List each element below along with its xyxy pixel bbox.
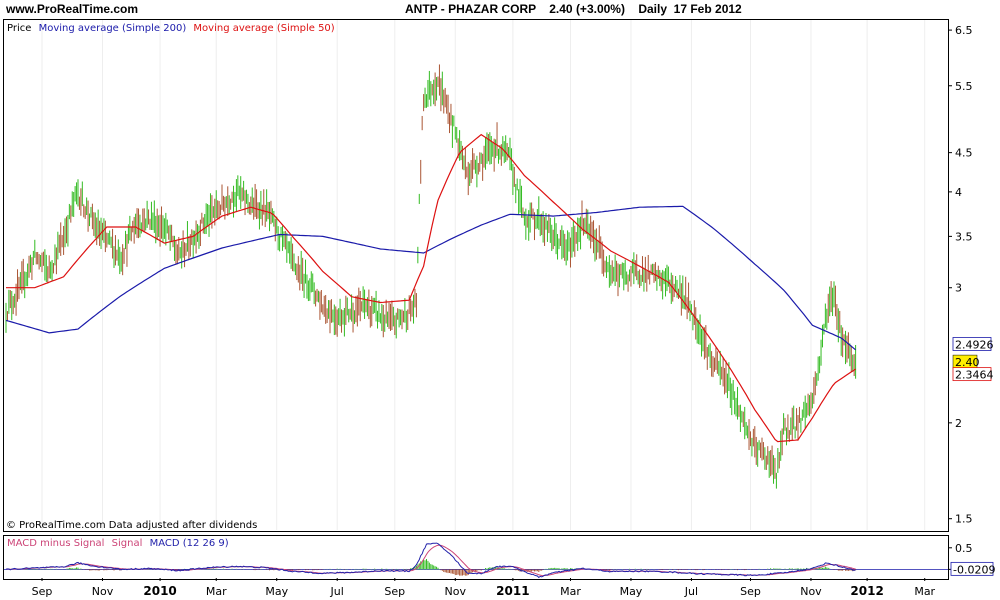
x-tick-label: Sep	[384, 585, 405, 598]
y-tick-label: 4.5	[955, 147, 973, 160]
y-tick-label: 4	[955, 186, 962, 199]
macd-line	[5, 542, 856, 579]
price-y-axis: 6.5 5.5 4.5 4 3.5 3 2 1.5	[948, 24, 973, 526]
legend-ma50: Moving average (Simple 50)	[193, 23, 334, 34]
x-tick-label: Jul	[684, 585, 698, 598]
x-tick-label: Mar	[206, 585, 227, 598]
y-tick-label: 3.5	[955, 230, 973, 243]
macd-legend-hist: MACD minus Signal	[7, 538, 104, 549]
macd-legend-signal: Signal	[112, 538, 143, 549]
ma-value-tag	[952, 337, 992, 351]
x-tick-label: Mar	[560, 585, 581, 598]
x-tick-label: 2010	[143, 584, 176, 598]
period: Daily	[638, 2, 667, 16]
x-tick-label: Sep	[740, 585, 761, 598]
site-name[interactable]: www.ProRealTime.com	[6, 2, 139, 16]
footnote: © ProRealTime.com Data adjusted after di…	[6, 520, 257, 531]
x-tick-label: Nov	[92, 585, 114, 598]
price-tag-label: 2.40	[955, 356, 980, 369]
macd-value-label: -0.0209	[953, 563, 995, 576]
x-tick-label: May	[620, 585, 643, 598]
price-tag-label: 2.3464	[955, 369, 994, 382]
x-tick-label: Nov	[800, 585, 822, 598]
y-tick-label: 6.5	[955, 24, 973, 37]
x-tick-label: 2011	[496, 584, 529, 598]
x-tick-label: May	[265, 585, 288, 598]
price-pane-frame	[3, 19, 949, 532]
y-tick-label: 1.5	[955, 513, 973, 526]
legend-price: Price	[7, 23, 31, 34]
ticker: ANTP - PHAZAR CORP	[405, 2, 536, 16]
chart-title: ANTP - PHAZAR CORP 2.40 (+3.00%) Daily 1…	[405, 2, 742, 16]
chart-date: 17 Feb 2012	[673, 2, 742, 16]
macd-value-tag	[950, 561, 994, 576]
y-tick-label: 2	[955, 417, 962, 430]
grid	[41, 20, 926, 530]
y-tick-label: 5.5	[955, 80, 973, 93]
price-bars	[5, 64, 857, 489]
macd-pane: 0.50-0.0209	[4, 542, 995, 579]
legend: Price Moving average (Simple 200) Moving…	[7, 23, 335, 34]
x-tick-label: Nov	[445, 585, 467, 598]
macd-y-tick-label: 0.5	[955, 542, 973, 555]
x-tick-label: 2012	[850, 584, 883, 598]
ma200-line[interactable]	[5, 205, 856, 351]
macd-legend-macd: MACD (12 26 9)	[150, 538, 229, 549]
ma-value-tag	[952, 367, 992, 382]
header-bar: www.ProRealTime.com ANTP - PHAZAR CORP 2…	[0, 0, 1000, 19]
price-change: 2.40 (+3.00%)	[549, 2, 625, 16]
price-tag-label: 2.4926	[955, 338, 994, 351]
y-tick-label: 3	[955, 282, 962, 295]
x-axis: Sep Nov 2010 Mar May Jul Sep Nov 2011 Mar May Jul Se…	[32, 578, 936, 598]
x-tick-label: Mar	[914, 585, 935, 598]
x-tick-label: Sep	[32, 585, 53, 598]
price-tags: 2.4926 2.402.3464	[952, 337, 994, 382]
legend-ma200: Moving average (Simple 200)	[39, 23, 187, 34]
x-tick-label: Jul	[330, 585, 344, 598]
ma50-line[interactable]	[6, 133, 856, 443]
macd-legend: MACD minus Signal Signal MACD (12 26 9)	[7, 538, 229, 549]
